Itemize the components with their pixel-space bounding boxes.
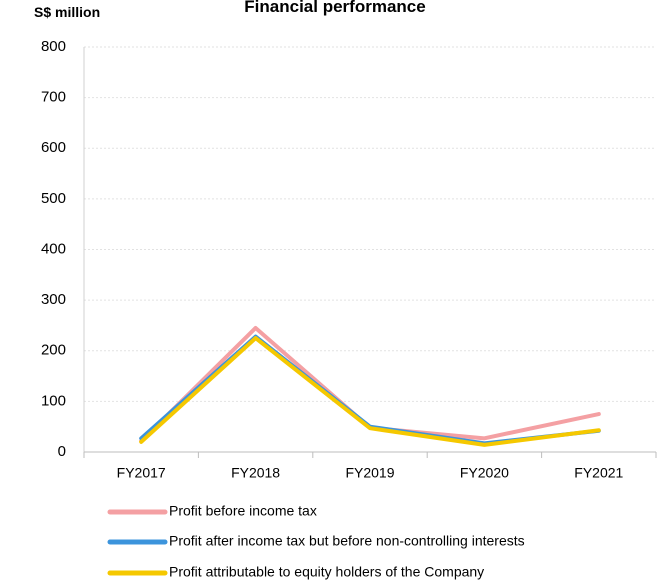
- series-line-1: [139, 325, 601, 443]
- axes: [83, 47, 657, 458]
- chart-title: Financial performance: [244, 0, 425, 16]
- legend-label-1: Profit before income tax: [169, 503, 317, 519]
- y-tick-label: 0: [58, 443, 66, 460]
- gridlines: [84, 46, 656, 402]
- y-tick-label: 100: [41, 392, 66, 409]
- legend-label-3: Profit attributable to equity holders of…: [169, 564, 484, 580]
- series-line-3: [139, 336, 601, 447]
- y-tick-label: 600: [41, 139, 66, 156]
- y-tick-label: 200: [41, 342, 66, 359]
- y-axis-ticks: 0 100 200 300 400 500 600 700 800: [41, 38, 66, 460]
- x-tick-label: FY2019: [345, 465, 394, 481]
- x-tick-label: FY2021: [574, 465, 623, 481]
- x-axis-ticks: FY2017 FY2018 FY2019 FY2020 FY2021: [117, 465, 624, 481]
- y-axis-unit-label: S$ million: [34, 4, 100, 20]
- y-tick-label: 500: [41, 190, 66, 207]
- y-tick-label: 800: [41, 38, 66, 55]
- y-tick-label: 400: [41, 240, 66, 257]
- y-tick-label: 300: [41, 291, 66, 308]
- x-tick-label: FY2018: [231, 465, 280, 481]
- x-tick-label: FY2017: [117, 465, 166, 481]
- legend: Profit before income tax Profit after inc…: [107, 503, 525, 580]
- y-tick-label: 700: [41, 89, 66, 106]
- legend-label-2: Profit after income tax but before non-c…: [169, 533, 525, 549]
- x-tick-label: FY2020: [460, 465, 509, 481]
- series-lines: [139, 325, 601, 447]
